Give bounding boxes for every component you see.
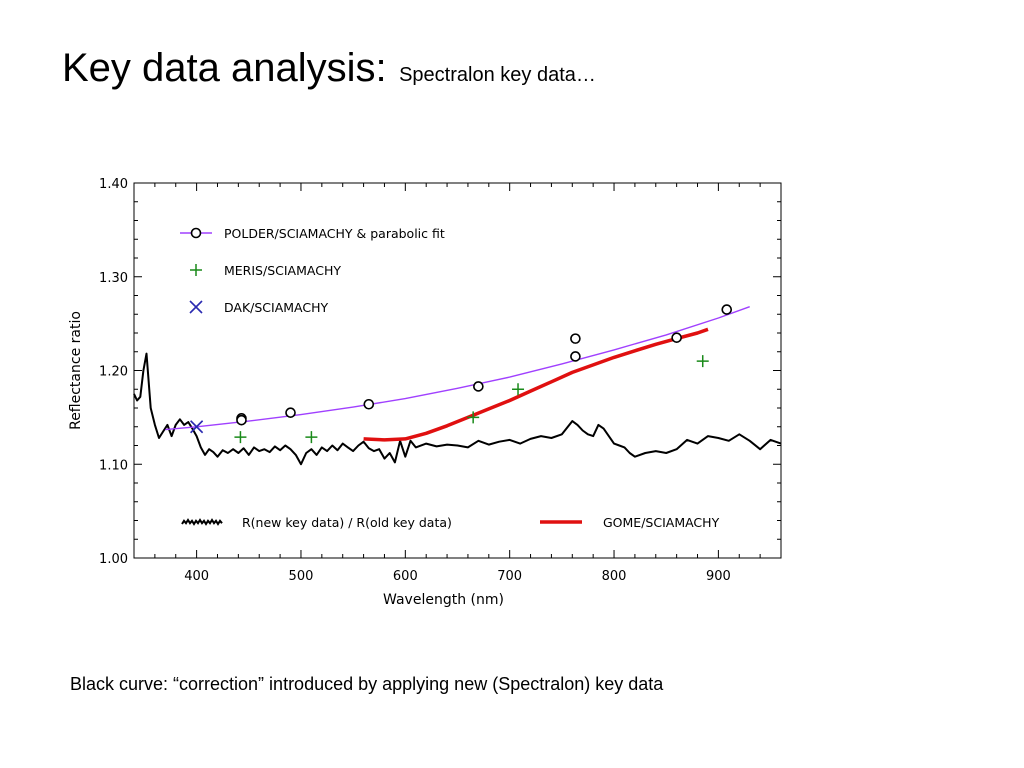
gome-sciamachy-line (363, 327, 709, 442)
meris-sciamachy-point (467, 411, 480, 424)
slide-title: Key data analysis: Spectralon key data… (62, 48, 596, 88)
y-tick-label: 1.30 (99, 271, 128, 286)
legend-dak-sciamachy-marker (189, 300, 203, 314)
slide-title-main: Key data analysis: (62, 46, 387, 90)
x-tick-label: 800 (602, 569, 627, 584)
slide-caption: Black curve: “correction” introduced by … (70, 674, 664, 694)
meris-sciamachy-point (305, 431, 318, 444)
polder-sciamachy-parabolic-fit-point (570, 351, 581, 362)
legend-polder-sciamachy-parabolic-fit-label: POLDER/SCIAMACHY & parabolic fit (224, 226, 445, 241)
x-tick-label: 700 (497, 569, 522, 584)
polder-sciamachy-parabolic-fit-fit-line (165, 306, 750, 431)
y-tick-label: 1.20 (99, 365, 128, 380)
slide-subtitle: Spectralon key data… (399, 64, 596, 86)
r-new-key-data-r-old-key-data-line (133, 352, 782, 466)
dak-sciamachy-point (190, 420, 204, 434)
polder-sciamachy-parabolic-fit-point (236, 414, 247, 426)
polder-sciamachy-parabolic-fit-point (570, 333, 581, 344)
meris-sciamachy-point (512, 383, 525, 396)
legend-gome-label: GOME/SCIAMACHY (603, 515, 720, 530)
x-tick-label: 500 (289, 569, 314, 584)
polder-sciamachy-parabolic-fit-point (363, 398, 375, 410)
polder-sciamachy-parabolic-fit-point (721, 304, 733, 315)
polder-sciamachy-parabolic-fit-point (285, 407, 296, 418)
y-axis-label: Reflectance ratio (68, 311, 84, 430)
polder-sciamachy-parabolic-fit-point (671, 332, 682, 343)
polder-sciamachy-parabolic-fit-point (473, 381, 484, 392)
x-tick-label: 600 (393, 569, 418, 584)
legend-dak-sciamachy-label: DAK/SCIAMACHY (224, 300, 329, 315)
x-tick-label: 900 (706, 569, 731, 584)
x-axis-label: Wavelength (nm) (383, 592, 504, 608)
y-tick-label: 1.10 (99, 458, 128, 473)
y-tick-label: 1.00 (99, 552, 128, 567)
meris-sciamachy-point (234, 431, 247, 444)
legend-polder-sciamachy-parabolic-fit-marker (190, 227, 202, 239)
x-tick-label: 400 (184, 569, 209, 584)
legend-ratio-label: R(new key data) / R(old key data) (242, 515, 452, 530)
y-tick-label: 1.40 (99, 177, 128, 192)
legend-meris-sciamachy-marker (190, 264, 202, 276)
legend-ratio-line (181, 518, 223, 526)
legend-meris-sciamachy-label: MERIS/SCIAMACHY (224, 263, 341, 278)
meris-sciamachy-point (696, 355, 709, 368)
